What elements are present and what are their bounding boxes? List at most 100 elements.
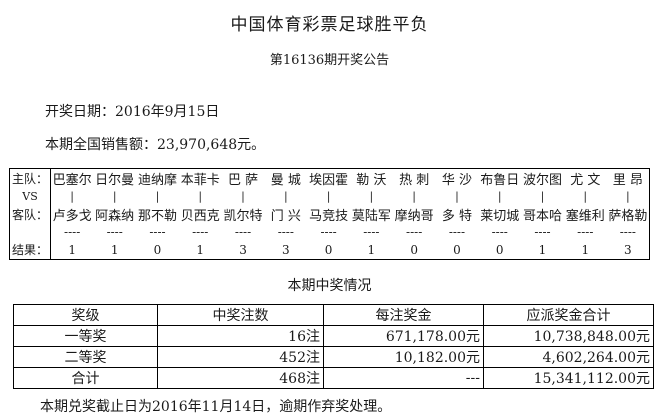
prize-count: 452注 <box>157 346 324 368</box>
prize-header-total: 应派奖金合计 <box>483 304 654 326</box>
vs-bar: | <box>369 190 374 203</box>
vs-bar: | <box>625 190 630 203</box>
separator-dash: ---- <box>234 225 252 239</box>
issue-subtitle: 第16136期开奖公告 <box>269 53 390 68</box>
deadline-note: 本期兑奖截止日为2016年11月14日，逾期作弃奖处理。 <box>40 399 392 415</box>
vs-bar: | <box>198 190 203 203</box>
result-cell: 3 <box>281 242 290 257</box>
away-team-cell: 哥本哈 <box>522 209 562 224</box>
vs-row: VS | | | | | | | | | | | | | | <box>9 188 650 205</box>
result-cell: 0 <box>495 242 504 257</box>
vs-label: VS <box>9 188 51 205</box>
prize-header-per-bet: 每注奖金 <box>323 304 484 326</box>
separator-dash: ---- <box>277 225 294 239</box>
away-team-cell: 摩纳哥 <box>394 209 434 224</box>
away-team-row: 客队： 卢多戈 阿森纳 那不勒 贝西克 凯尔特 门 兴 马竞技 莫陆军 摩纳哥 … <box>9 205 650 224</box>
result-cell: 3 <box>624 242 632 257</box>
prize-level: 合计 <box>13 367 158 389</box>
separator-dash: ---- <box>491 225 508 239</box>
vs-bar: | <box>540 190 545 203</box>
prize-row-first: 一等奖 16注 671,178.00元 10,738,848.00元 <box>13 325 654 347</box>
home-team-cell: 尤 文 <box>570 173 601 188</box>
prize-count: 16注 <box>157 325 324 347</box>
away-team-cell: 多 特 <box>441 209 472 224</box>
prize-header-level: 奖级 <box>13 304 158 326</box>
result-cell: 0 <box>324 242 333 257</box>
away-team-cell: 贝西克 <box>180 209 220 224</box>
sales-line: 本期全国销售额：23,970,648元。 <box>45 134 659 154</box>
separator-dash: ---- <box>619 225 636 239</box>
vs-bar: | <box>583 190 588 203</box>
draw-date-line: 开奖日期：2016年9月15日 <box>45 101 659 121</box>
prize-level: 一等奖 <box>13 325 158 347</box>
away-team-cell: 萨格勒 <box>608 209 648 224</box>
page-title: 中国体育彩票足球胜平负 <box>230 15 429 35</box>
separator-dash: ---- <box>577 225 594 239</box>
prize-count: 468注 <box>157 367 324 389</box>
prize-level: 二等奖 <box>13 346 158 368</box>
home-team-row: 主队： 巴塞尔 日尔曼 迪纳摩 本菲卡 巴 萨 曼 城 埃因霍 勒 沃 热 刺 … <box>9 168 650 188</box>
away-team-cell: 卢多戈 <box>52 209 92 224</box>
result-cell: 1 <box>110 242 119 257</box>
home-team-cell: 曼 城 <box>270 173 301 188</box>
vs-bar: | <box>326 190 331 203</box>
draw-info-block: 开奖日期：2016年9月15日 本期全国销售额：23,970,648元。 <box>45 101 659 154</box>
prize-table: 奖级 中奖注数 每注奖金 应派奖金合计 一等奖 16注 671,178.00元 … <box>13 304 654 389</box>
sales-label: 本期全国销售额： <box>45 137 157 153</box>
result-cell: 0 <box>153 242 162 257</box>
prize-per-bet: 10,182.00元 <box>323 346 484 368</box>
vs-bar: | <box>112 190 117 203</box>
prize-section-heading: 本期中奖情况 <box>287 278 372 294</box>
separator-dash: ---- <box>363 225 380 239</box>
result-row: 结果： 1 1 0 1 3 3 0 1 0 0 0 1 1 3 <box>9 240 650 260</box>
away-team-cell: 凯尔特 <box>223 209 263 224</box>
prize-total: 10,738,848.00元 <box>483 325 654 347</box>
home-team-cell: 华 沙 <box>441 173 472 188</box>
home-team-cell: 勒 沃 <box>356 173 387 188</box>
away-team-cell: 马竞技 <box>309 209 349 224</box>
separator-dash: ---- <box>406 225 423 239</box>
result-cell: 1 <box>196 242 205 257</box>
home-team-cell: 日尔曼 <box>95 173 135 188</box>
prize-header-count: 中奖注数 <box>157 304 324 326</box>
home-team-cell: 迪纳摩 <box>137 173 177 188</box>
prize-header-row: 奖级 中奖注数 每注奖金 应派奖金合计 <box>13 304 654 326</box>
away-team-cell: 门 兴 <box>270 209 301 224</box>
home-team-cell: 巴塞尔 <box>52 173 92 188</box>
home-team-cell: 里 昂 <box>612 173 643 188</box>
away-team-cell: 阿森纳 <box>95 209 135 224</box>
prize-total: 4,602,264.00元 <box>483 346 654 368</box>
separator-dash: ---- <box>192 225 209 239</box>
away-team-cell: 那不勒 <box>137 209 177 224</box>
vs-bar: | <box>497 190 502 203</box>
vs-bar: | <box>412 190 416 203</box>
home-team-cell: 布鲁日 <box>480 173 520 188</box>
result-cell: 1 <box>581 242 590 257</box>
away-team-cell: 莱切城 <box>480 209 520 224</box>
prize-per-bet: 671,178.00元 <box>323 325 484 347</box>
vs-bar: | <box>283 190 288 203</box>
result-cell: 1 <box>538 242 547 257</box>
sales-value: 23,970,648元。 <box>157 137 266 153</box>
draw-date-label: 开奖日期： <box>45 104 115 120</box>
result-cell: 0 <box>453 242 461 257</box>
prize-total: 15,341,112.00元 <box>483 367 654 389</box>
vs-bar: | <box>70 190 74 203</box>
prize-row-total: 合计 468注 --- 15,341,112.00元 <box>13 367 654 389</box>
prize-per-bet: --- <box>323 367 484 389</box>
home-team-cell: 本菲卡 <box>180 173 220 188</box>
vs-bar: | <box>455 190 459 203</box>
separator-dash: ---- <box>448 225 466 239</box>
away-team-cell: 塞维利 <box>565 209 605 224</box>
separator-row: ---- ---- ---- ---- ---- ---- ---- ---- … <box>9 224 650 240</box>
home-team-cell: 波尔图 <box>522 173 562 188</box>
home-team-cell: 埃因霍 <box>309 173 349 188</box>
home-team-label: 主队： <box>9 168 51 188</box>
separator-dash: ---- <box>149 225 166 239</box>
vs-bar: | <box>241 190 245 203</box>
result-cell: 1 <box>367 242 376 257</box>
draw-date-value: 2016年9月15日 <box>115 104 220 120</box>
separator-label-empty <box>9 224 51 240</box>
separator-dash: ---- <box>106 225 123 239</box>
